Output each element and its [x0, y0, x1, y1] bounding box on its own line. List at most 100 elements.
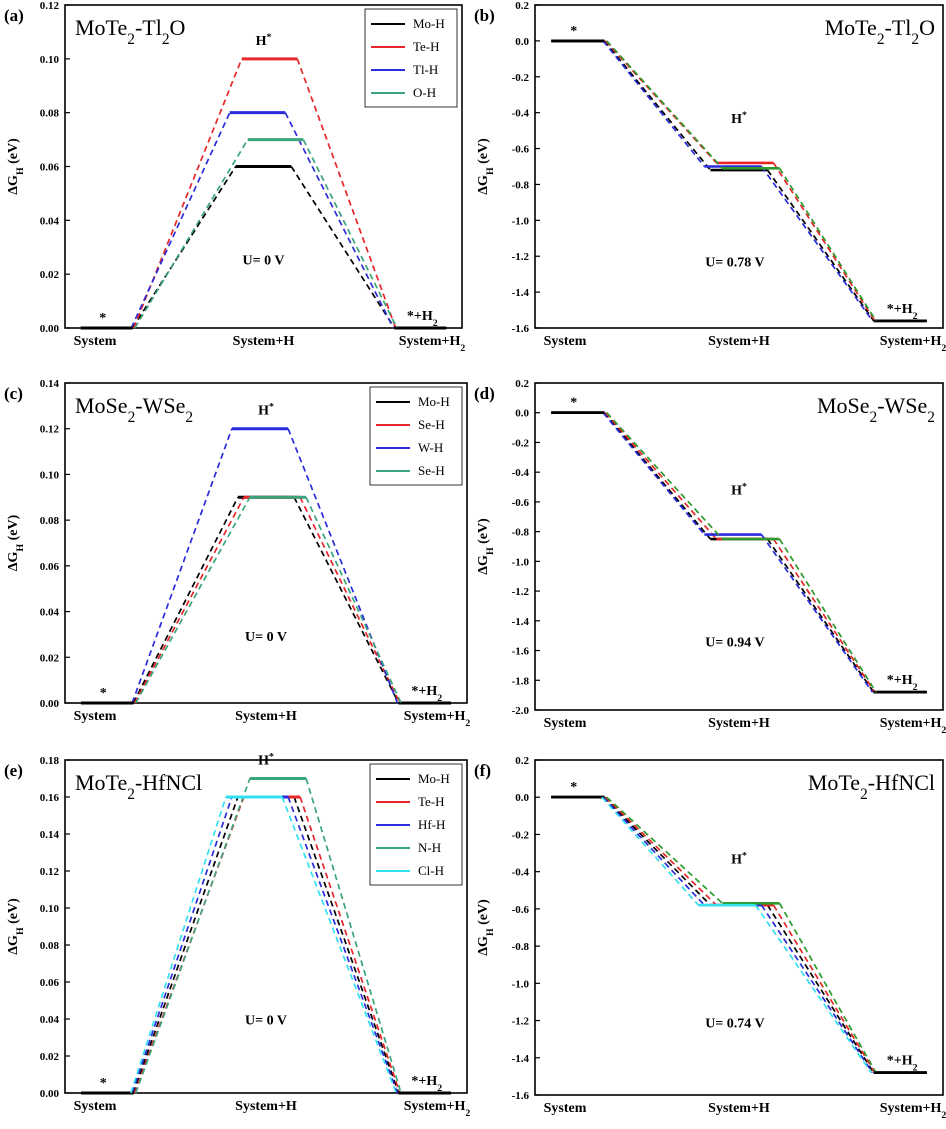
y-tick-label: 0.10 — [40, 903, 60, 915]
annotation-end: *+H2 — [411, 1074, 442, 1094]
panel-e: 0.00 0.02 0.04 0.06 0.08 0.10 0.12 0.14 0.16 0.18… — [4, 751, 470, 1119]
series-o-h — [80, 138, 447, 330]
applied-potential: U= 0.74 V — [705, 1017, 764, 1032]
annotation-end: *+H2 — [411, 684, 442, 704]
annotation-end: *+H2 — [887, 1054, 918, 1074]
connector-down — [766, 904, 875, 1074]
legend-label: Te-H — [418, 794, 445, 809]
y-tick-label: -0.6 — [512, 904, 530, 916]
x-category-label: System+H — [708, 716, 770, 731]
annotation-start: * — [570, 780, 577, 795]
connector-up — [133, 796, 245, 1094]
series-tl-h — [80, 111, 447, 330]
y-axis-label: ΔGH (eV) — [6, 898, 26, 955]
x-category-label: System+H2 — [880, 716, 946, 736]
y-tick-label: -1.2 — [512, 1016, 530, 1028]
applied-potential: U= 0 V — [245, 630, 287, 645]
plot-frame — [64, 382, 468, 704]
y-tick-label: -1.6 — [512, 323, 530, 335]
applied-potential: U= 0.78 V — [705, 256, 764, 271]
connector-down — [290, 166, 396, 329]
series-cl-h — [81, 795, 451, 1095]
panel-title: MoTe2-HfNCl — [808, 770, 935, 803]
y-tick-label: 0.10 — [40, 54, 60, 66]
x-category-label: System — [544, 716, 587, 731]
connector-up — [132, 796, 239, 1094]
y-tick-label: 0.12 — [40, 424, 60, 436]
y-tick-label: 0.02 — [40, 269, 60, 281]
x-category-label: System — [74, 709, 117, 724]
plot-frame — [534, 759, 944, 1096]
plot-frame — [534, 4, 944, 329]
connector-down — [754, 904, 872, 1074]
x-category-label: System — [74, 334, 117, 349]
y-axis-label-group: ΔGH (eV) — [476, 899, 496, 956]
annotation-start: * — [100, 686, 107, 701]
connector-down — [287, 796, 399, 1094]
y-tick-label: 0.14 — [40, 378, 60, 390]
series-mo-h — [80, 165, 447, 330]
x-category-label: System — [544, 334, 587, 349]
connector-up — [133, 496, 245, 704]
legend-box — [369, 386, 463, 486]
y-tick-label: -1.0 — [512, 215, 530, 227]
x-category-label: System+H2 — [880, 1101, 946, 1121]
panel-d: -2.0 -1.8 -1.6 -1.4 -1.2 -1.0 -0.8 -0.6 -0.4 -0.2… — [474, 378, 946, 736]
connector-up — [134, 139, 249, 329]
y-tick-label: -1.4 — [512, 1053, 530, 1065]
applied-potential: U= 0 V — [243, 254, 285, 269]
y-tick-label: 0.12 — [40, 866, 60, 878]
x-category-label: System+H — [233, 334, 295, 349]
y-tick-label: 0.04 — [40, 1014, 60, 1026]
connector-up — [603, 412, 712, 540]
panel-label: (f) — [474, 761, 491, 780]
y-axis-label-group: ΔGH (eV) — [6, 138, 26, 195]
legend-label: Mo-H — [413, 16, 445, 31]
y-tick-label: -0.8 — [512, 941, 530, 953]
y-tick-label: -1.2 — [512, 251, 530, 263]
connector-down — [302, 139, 398, 329]
y-axis-label: ΔGH (eV) — [476, 138, 496, 195]
y-tick-label: 0.02 — [40, 1051, 60, 1063]
legend-label: N-H — [418, 840, 441, 855]
y-tick-label: 0.0 — [515, 36, 529, 48]
y-tick-label: 0.2 — [515, 378, 529, 390]
connector-down — [778, 538, 877, 693]
y-tick-label: 0.18 — [40, 755, 60, 767]
applied-potential: U= 0.94 V — [705, 636, 764, 651]
panel-title: MoTe2-Tl2O — [75, 15, 185, 48]
x-category-label: System+H2 — [404, 709, 471, 729]
y-tick-label: 0.08 — [40, 108, 60, 120]
y-tick-label: -1.2 — [512, 586, 530, 598]
y-tick-label: -0.2 — [512, 437, 530, 449]
annotation-start: * — [570, 24, 577, 39]
annotation-h-star: H* — [731, 850, 747, 868]
connector-up — [132, 58, 243, 329]
y-tick-label: 0.02 — [40, 652, 60, 664]
legend-label: Mo-H — [418, 394, 450, 409]
annotation-h-star: H* — [256, 31, 272, 49]
y-axis-label: ΔGH (eV) — [476, 899, 496, 956]
series-mo-h — [551, 39, 927, 323]
y-tick-label: -1.6 — [512, 1090, 530, 1102]
legend-label: Se-H — [418, 463, 445, 478]
legend: Mo-H Se-H W-H Se-H — [369, 386, 463, 486]
connector-up — [606, 412, 724, 540]
y-tick-label: -0.8 — [512, 179, 530, 191]
connector-down — [778, 167, 877, 322]
connector-up — [131, 796, 233, 1094]
annotation-h-star: H* — [258, 751, 274, 769]
connector-down — [305, 496, 402, 704]
connector-down — [284, 112, 395, 329]
y-tick-label: 0.06 — [40, 561, 60, 573]
connector-down — [293, 496, 400, 704]
y-tick-label: 0.06 — [40, 977, 60, 989]
connector-down — [281, 796, 398, 1094]
panel-label: (c) — [4, 384, 23, 403]
y-tick-label: 0.08 — [40, 940, 60, 952]
series-te-h — [551, 39, 927, 323]
connector-up — [130, 112, 231, 329]
y-tick-label: -0.2 — [512, 829, 530, 841]
y-tick-label: -0.4 — [512, 108, 530, 120]
